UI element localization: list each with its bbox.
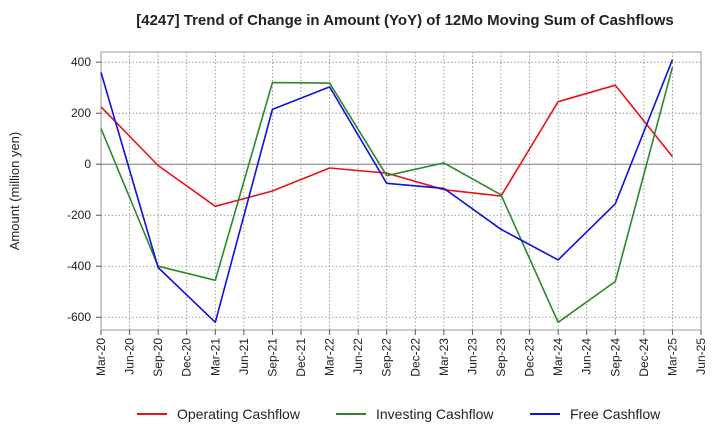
series-line-free-cashflow [100,59,674,324]
legend-label: Free Cashflow [570,406,661,422]
legend-label: Investing Cashflow [376,406,494,422]
x-tick-label: Dec-21 [294,338,308,377]
legend: Operating Cashflow Investing Cashflow Free… [137,406,661,422]
x-tick-label: Mar-25 [665,338,679,376]
series-line-investing-cashflow [100,67,674,324]
x-tick-label: Jun-23 [465,338,479,375]
series-line-operating-cashflow [100,84,674,208]
x-tick-label: Mar-23 [437,338,451,376]
x-tick-label: Jun-25 [694,338,708,375]
y-tick-label: 400 [71,55,91,69]
x-tick-label: Mar-22 [323,338,337,376]
x-tick-label: Dec-23 [523,338,537,377]
x-tick-label: Dec-22 [408,338,422,377]
x-tick-label: Mar-21 [208,338,222,376]
y-axis-ticks: -600 -400 -200 0 200 400 [67,55,101,324]
plot-frame [100,51,702,331]
x-tick-label: Sep-24 [608,338,622,377]
x-tick-label: Dec-20 [180,338,194,377]
x-axis-ticks: Mar-20 Jun-20 Sep-20 Dec-20 Mar-21 Jun-21 Sep-… [94,330,708,377]
grid [101,52,701,330]
y-axis-label: Amount (million yen) [7,132,22,251]
x-tick-label: Sep-22 [380,338,394,377]
x-tick-label: Mar-20 [94,338,108,376]
x-tick-label: Sep-21 [265,338,279,377]
plot-background [100,51,702,331]
y-tick-label: 200 [71,106,91,120]
y-tick-label: -600 [67,310,91,324]
x-tick-label: Jun-24 [580,338,594,375]
x-tick-label: Dec-24 [637,338,651,377]
y-tick-label: -400 [67,259,91,273]
x-tick-label: Jun-21 [237,338,251,375]
x-tick-label: Sep-23 [494,338,508,377]
x-tick-label: Jun-22 [351,338,365,375]
legend-label: Operating Cashflow [177,406,301,422]
x-tick-label: Jun-20 [123,338,137,375]
y-tick-label: -200 [67,208,91,222]
x-tick-label: Sep-20 [151,338,165,377]
y-tick-label: 0 [84,157,91,171]
series-lines [100,59,674,324]
x-tick-label: Mar-24 [551,338,565,376]
chart-title: [4247] Trend of Change in Amount (YoY) o… [136,12,674,29]
